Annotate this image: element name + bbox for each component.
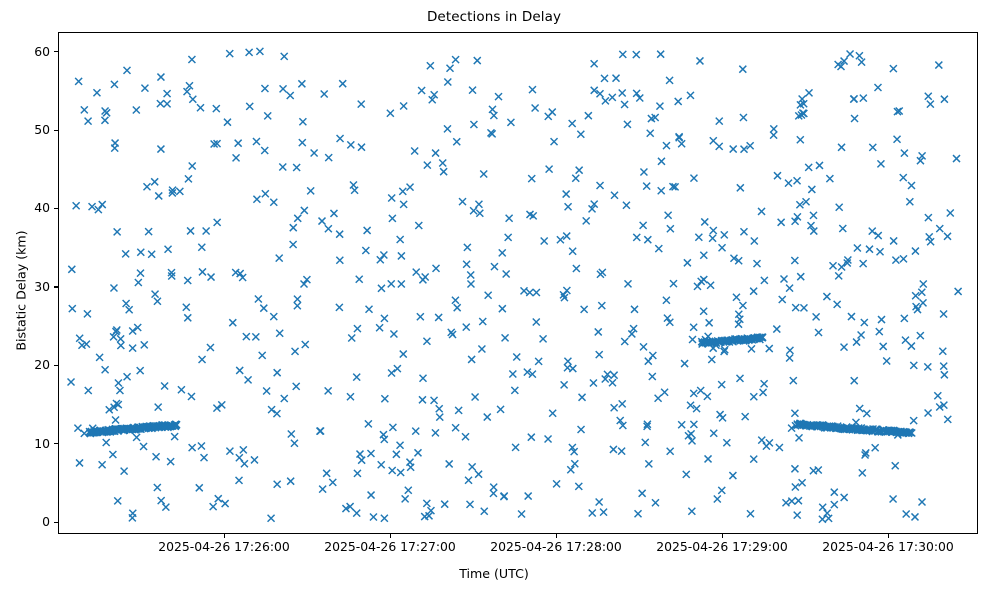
x-tick-mark [887, 534, 889, 539]
plot-axes [58, 32, 978, 534]
x-tick-label: 2025-04-26 17:27:00 [324, 539, 456, 554]
x-tick-label: 2025-04-26 17:26:00 [158, 539, 290, 554]
x-tick-label: 2025-04-26 17:28:00 [490, 539, 622, 554]
y-tick-label: 60 [34, 43, 50, 59]
x-tick-mark [389, 534, 391, 539]
x-tick-mark [555, 534, 557, 539]
x-axis-label: Time (UTC) [459, 566, 529, 581]
y-tick-label: 10 [34, 435, 50, 451]
x-tick-mark [223, 534, 225, 539]
y-tick-label: 0 [42, 514, 50, 530]
y-tick-label: 50 [34, 121, 50, 137]
x-tick-label: 2025-04-26 17:29:00 [656, 539, 788, 554]
x-tick-mark [721, 534, 723, 539]
chart-title: Detections in Delay [426, 9, 562, 25]
y-axis-label: Bistatic Delay (km) [13, 230, 29, 351]
scatter-canvas [67, 47, 963, 524]
x-tick-label: 2025-04-26 17:30:00 [822, 539, 954, 554]
